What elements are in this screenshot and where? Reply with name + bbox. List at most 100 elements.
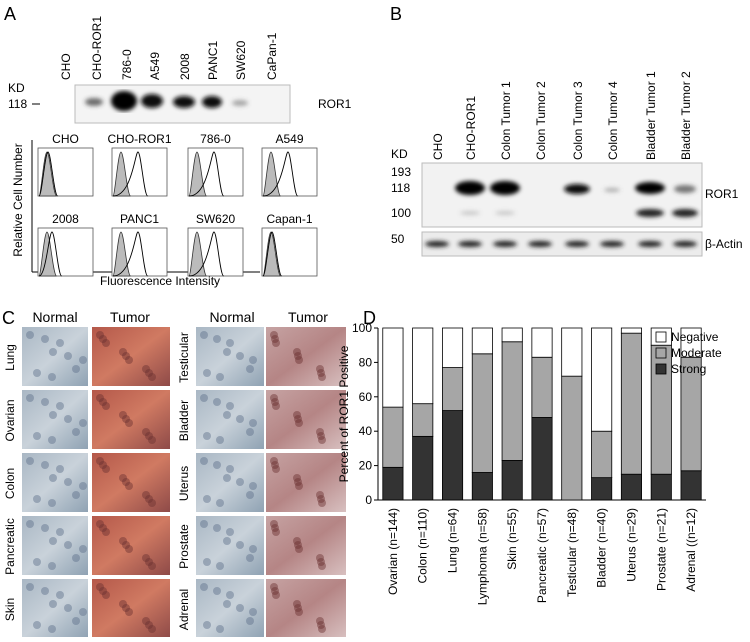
panel-label: B <box>390 4 402 24</box>
column-header: Tumor <box>288 309 328 325</box>
legend-swatch <box>655 347 667 359</box>
nucleus <box>48 373 56 381</box>
marker-label: 193 <box>391 165 411 179</box>
flow-control <box>112 231 131 277</box>
tissue-image <box>92 390 170 449</box>
y-axis-label: Percent of ROR1 Positive <box>337 345 351 482</box>
nucleus <box>316 554 324 562</box>
nucleus <box>56 591 64 599</box>
lane-label: Colon Tumor 3 <box>571 81 585 160</box>
nucleus <box>72 491 80 499</box>
nucleus <box>318 499 326 507</box>
nucleus <box>270 394 278 402</box>
x-tick-label: Lymphoma (n=58) <box>475 508 489 605</box>
band-label: β-Actin <box>705 237 743 251</box>
nucleus <box>142 491 150 499</box>
y-tick-label: 100 <box>352 321 372 335</box>
nucleus <box>72 428 80 436</box>
nucleus <box>246 617 254 625</box>
nucleus <box>226 465 234 473</box>
nucleus <box>226 339 234 347</box>
panel-a: KD 118 ROR1 Relative Cell Number Fluores… <box>8 81 352 288</box>
y-tick-label: 80 <box>359 355 373 369</box>
tissue-image <box>196 516 264 575</box>
panel-label: D <box>363 308 376 328</box>
nucleus <box>125 419 133 427</box>
nucleus <box>119 537 127 545</box>
nucleus <box>26 331 34 339</box>
nucleus <box>249 608 257 616</box>
nucleus <box>49 348 57 356</box>
flow-stained <box>262 231 283 277</box>
nucleus <box>33 432 41 440</box>
x-tick-label: Skin (n=55) <box>505 508 519 570</box>
lane-label: 2008 <box>178 53 192 80</box>
nucleus <box>200 520 208 528</box>
nucleus <box>145 432 153 440</box>
tissue-image <box>266 453 346 512</box>
nucleus <box>49 411 57 419</box>
nucleus <box>272 528 280 536</box>
bar-segment <box>620 327 642 334</box>
lane-label: Colon Tumor 1 <box>499 81 513 160</box>
tissue-image <box>196 327 264 386</box>
nucleus <box>102 339 110 347</box>
nucleus <box>145 558 153 566</box>
nucleus <box>72 365 80 373</box>
x-tick-label: Adrenal ((n=12) <box>684 508 698 592</box>
tissue-image <box>22 579 88 638</box>
nucleus <box>316 617 324 625</box>
nucleus <box>318 436 326 444</box>
flow-title: CHO-ROR1 <box>107 132 171 146</box>
nucleus <box>48 499 56 507</box>
tissue-label: Pancreatic <box>3 518 17 575</box>
nucleus <box>236 415 244 423</box>
tissue-image <box>92 453 170 512</box>
nucleus <box>316 365 324 373</box>
tissue-label: Prostate <box>177 524 191 569</box>
band-label: ROR1 <box>705 187 739 201</box>
nucleus <box>72 617 80 625</box>
nucleus <box>213 587 221 595</box>
flow-stained <box>188 151 225 197</box>
bar-segment <box>501 327 523 343</box>
tissue-image <box>266 516 346 575</box>
nucleus <box>122 604 130 612</box>
nucleus <box>213 398 221 406</box>
nucleus <box>148 436 156 444</box>
column-header: Normal <box>209 309 254 325</box>
nucleus <box>102 591 110 599</box>
nucleus <box>203 558 211 566</box>
nucleus <box>316 428 324 436</box>
nucleus <box>249 419 257 427</box>
nucleus <box>148 562 156 570</box>
nucleus <box>249 356 257 364</box>
lane-label: A549 <box>148 52 162 80</box>
flow-title: CHO <box>52 132 79 146</box>
nucleus <box>271 461 279 469</box>
bar-segment <box>620 473 642 501</box>
flow-stained <box>188 231 225 277</box>
nucleus <box>145 495 153 503</box>
nucleus <box>48 436 56 444</box>
kd-label: KD <box>8 81 25 95</box>
nucleus <box>203 621 211 629</box>
nucleus <box>236 352 244 360</box>
nucleus <box>41 335 49 343</box>
nucleus <box>125 608 133 616</box>
nucleus <box>99 461 107 469</box>
nucleus <box>64 415 72 423</box>
flow-stained <box>112 151 149 197</box>
tissue-image <box>266 390 346 449</box>
bar-segment <box>650 473 672 501</box>
bar-segment <box>442 327 464 368</box>
nucleus <box>33 558 41 566</box>
marker-label: 118 <box>8 97 27 111</box>
marker-label: 100 <box>391 206 411 220</box>
nucleus <box>33 369 41 377</box>
bar-segment <box>412 327 434 405</box>
tissue-label: Lung <box>3 344 17 371</box>
nucleus <box>223 600 231 608</box>
nucleus <box>203 432 211 440</box>
nucleus <box>26 457 34 465</box>
